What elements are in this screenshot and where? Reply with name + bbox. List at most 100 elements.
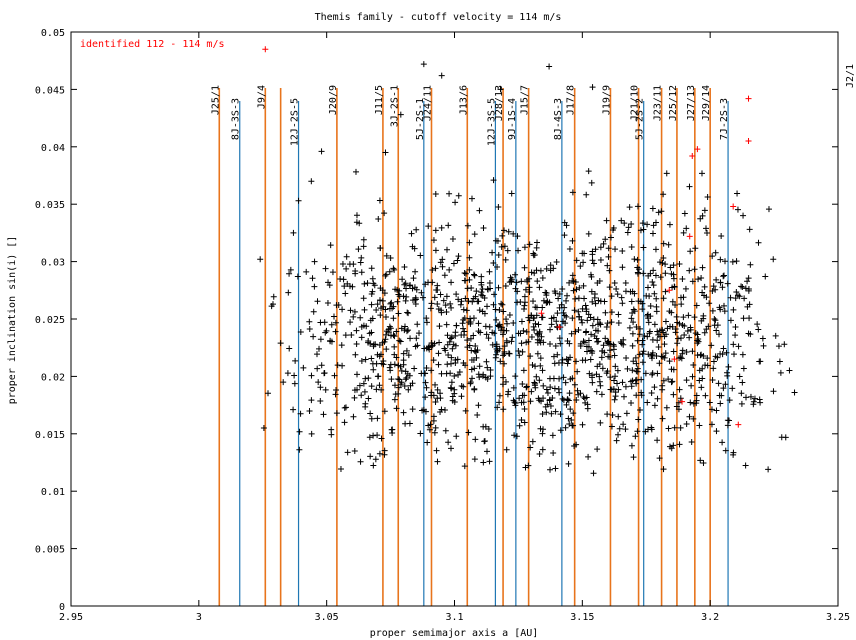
data-point bbox=[577, 340, 584, 347]
data-point bbox=[353, 341, 360, 348]
data-point bbox=[560, 374, 567, 381]
data-point bbox=[353, 327, 360, 334]
data-point bbox=[551, 360, 558, 367]
data-point bbox=[781, 341, 788, 348]
data-point bbox=[662, 350, 669, 357]
data-point bbox=[358, 358, 365, 365]
data-point bbox=[521, 293, 528, 300]
data-point bbox=[310, 308, 317, 315]
data-point bbox=[605, 253, 612, 260]
data-point bbox=[594, 446, 601, 453]
data-point bbox=[594, 280, 601, 287]
data-point bbox=[606, 284, 613, 291]
y-tick-label: 0.01 bbox=[41, 487, 65, 498]
data-point bbox=[436, 339, 443, 346]
data-point bbox=[554, 351, 561, 358]
data-point bbox=[462, 277, 469, 284]
data-point bbox=[397, 111, 404, 118]
data-point bbox=[619, 248, 626, 254]
data-point bbox=[762, 273, 769, 280]
data-point bbox=[529, 438, 536, 445]
data-point bbox=[608, 423, 615, 430]
data-point bbox=[507, 274, 514, 281]
data-point bbox=[533, 373, 540, 380]
data-point bbox=[689, 278, 696, 285]
data-point bbox=[667, 264, 674, 271]
data-point bbox=[388, 376, 395, 383]
data-point bbox=[478, 281, 485, 288]
data-point bbox=[501, 350, 508, 357]
data-point bbox=[382, 272, 389, 279]
data-point bbox=[751, 395, 758, 402]
data-point bbox=[483, 358, 490, 365]
data-point bbox=[644, 333, 651, 340]
data-point bbox=[432, 424, 439, 431]
data-point bbox=[466, 266, 473, 273]
data-point bbox=[634, 365, 641, 372]
data-point bbox=[598, 354, 605, 361]
data-point bbox=[556, 389, 563, 396]
data-point bbox=[481, 437, 488, 444]
chart-title: Themis family - cutoff velocity = 114 m/… bbox=[315, 12, 562, 23]
data-point bbox=[476, 307, 483, 314]
data-point bbox=[747, 393, 754, 400]
data-point bbox=[683, 420, 690, 427]
data-point bbox=[610, 226, 617, 233]
data-point bbox=[738, 400, 745, 407]
data-point bbox=[519, 348, 526, 355]
data-point bbox=[339, 261, 346, 268]
data-point bbox=[448, 304, 455, 311]
data-point bbox=[381, 408, 388, 415]
data-point bbox=[640, 226, 647, 233]
data-point bbox=[628, 442, 635, 449]
data-point bbox=[627, 288, 634, 295]
data-point bbox=[646, 330, 653, 337]
data-point bbox=[672, 302, 679, 309]
data-point bbox=[699, 264, 706, 271]
data-point bbox=[727, 294, 734, 301]
data-point bbox=[454, 257, 461, 264]
data-point bbox=[521, 405, 528, 412]
data-point bbox=[628, 400, 635, 407]
data-point bbox=[677, 424, 684, 431]
data-point bbox=[325, 279, 332, 286]
data-point bbox=[513, 279, 520, 286]
data-point bbox=[462, 407, 469, 414]
data-point bbox=[593, 371, 600, 378]
data-point bbox=[595, 327, 602, 334]
data-point bbox=[575, 313, 582, 320]
data-point bbox=[492, 354, 499, 361]
data-point bbox=[651, 384, 658, 391]
data-point bbox=[615, 311, 622, 318]
data-point bbox=[270, 293, 277, 300]
data-point bbox=[714, 322, 721, 329]
data-point bbox=[566, 279, 573, 286]
data-point bbox=[642, 428, 649, 435]
data-point bbox=[740, 365, 747, 372]
data-point bbox=[376, 341, 383, 348]
data-point bbox=[522, 286, 529, 293]
data-point bbox=[476, 374, 483, 381]
data-point bbox=[483, 331, 490, 338]
data-point bbox=[655, 344, 662, 351]
data-point bbox=[543, 265, 550, 272]
data-point bbox=[706, 399, 713, 406]
data-point bbox=[555, 295, 562, 302]
data-point bbox=[543, 292, 550, 299]
data-point bbox=[601, 298, 608, 305]
data-point bbox=[530, 298, 537, 305]
data-point bbox=[515, 247, 522, 254]
data-point bbox=[405, 327, 412, 334]
data-point bbox=[467, 320, 474, 327]
data-point bbox=[719, 284, 726, 291]
data-point bbox=[506, 311, 513, 318]
data-point bbox=[697, 215, 704, 222]
identified-point bbox=[730, 203, 737, 210]
data-point bbox=[531, 270, 538, 277]
data-point bbox=[606, 347, 613, 354]
data-point bbox=[655, 209, 662, 216]
identified-point bbox=[689, 152, 696, 159]
data-point bbox=[425, 223, 432, 230]
data-point bbox=[663, 404, 670, 411]
data-point bbox=[466, 276, 473, 283]
